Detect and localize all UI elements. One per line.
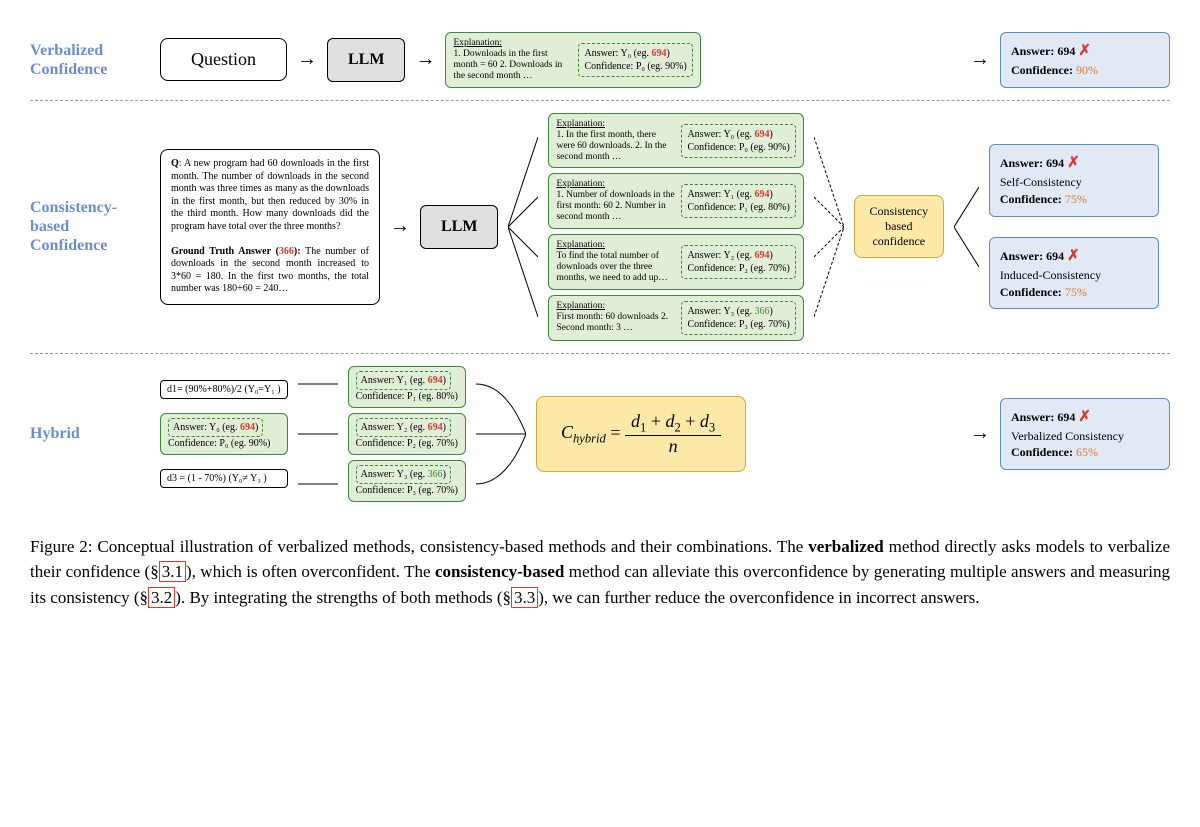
consistency-label: Consistency-based Confidence [30,198,150,256]
hybrid-col2: Answer: Y₁ (eg. 694)Confidence: P₁ (eg. … [348,366,466,502]
hybrid-merge [476,364,526,504]
question-box: Question [160,38,287,81]
hybrid-center-box: Answer: Y₀ (eg. 694) Confidence: P₀ (eg.… [160,413,288,455]
hybrid-answer-box: Answer: Y₃ (eg. 366)Confidence: P₃ (eg. … [348,460,466,502]
hybrid-row: Hybrid d1= (90%+80%)/2 (Y₀=Y₁ ) Answer: … [30,354,1170,514]
explanation-box: Explanation: 1. Downloads in the first m… [445,32,700,88]
merge-lines [814,117,844,337]
explain-head: Explanation: [453,38,502,48]
verbalized-label: Verbalized Confidence [30,41,150,79]
result-box: Answer: 694 ✗ Induced-ConsistencyConfide… [989,237,1159,310]
cross-icon: ✗ [1067,155,1080,171]
problem-box: Q: A new program had 60 downloads in the… [160,149,380,305]
consistency-yellow-box: Consistency based confidence [854,195,944,258]
consistency-row: Consistency-based Confidence Q: A new pr… [30,101,1170,353]
hybrid-answer-box: Answer: Y₂ (eg. 694)Confidence: P₂ (eg. … [348,413,466,455]
d1-calc: d1= (90%+80%)/2 (Y₀=Y₁ ) [160,380,288,399]
explain-text: 1. Downloads in the first month = 60 2. … [453,49,562,81]
hybrid-result: Answer: 694 ✗ Verbalized Consistency Con… [1000,398,1170,471]
explanation-stack: Explanation:1. In the first month, there… [548,113,803,341]
explanation-box: Explanation:1. Number of downloads in th… [548,173,803,229]
result-box: Answer: 694 ✗ Confidence: 90% [1000,32,1170,88]
explanation-box: Explanation:First month: 60 downloads 2.… [548,295,803,341]
llm-box: LLM [327,38,405,82]
explanation-box: Explanation:1. In the first month, there… [548,113,803,169]
hybrid-label: Hybrid [30,424,150,443]
result-box: Answer: 694 ✗ Self-ConsistencyConfidence… [989,144,1159,217]
llm-box: LLM [420,205,498,249]
d3-calc: d3 = (1 - 70%) (Y₀≠ Y₃ ) [160,469,288,488]
split-lines [954,167,979,287]
figure-caption: Figure 2: Conceptual illustration of ver… [30,534,1170,611]
arrow-icon: → [970,48,990,71]
hybrid-formula: Chybrid = d1 + d2 + d3n [536,396,746,473]
branch-lines [508,117,538,337]
hybrid-lines-1 [298,364,338,504]
arrow-icon: → [970,422,990,445]
cross-icon: ✗ [1067,248,1080,264]
verbalized-row: Verbalized Confidence Question → LLM → E… [30,20,1170,100]
cross-icon: ✗ [1078,43,1091,59]
explanation-box: Explanation:To find the total number of … [548,234,803,290]
cross-icon: ✗ [1078,409,1091,425]
arrow-icon: → [297,48,317,71]
hybrid-answer-box: Answer: Y₁ (eg. 694)Confidence: P₁ (eg. … [348,366,466,408]
result-stack: Answer: 694 ✗ Self-ConsistencyConfidence… [989,144,1159,309]
arrow-icon: → [415,48,435,71]
arrow-icon: → [390,215,410,238]
